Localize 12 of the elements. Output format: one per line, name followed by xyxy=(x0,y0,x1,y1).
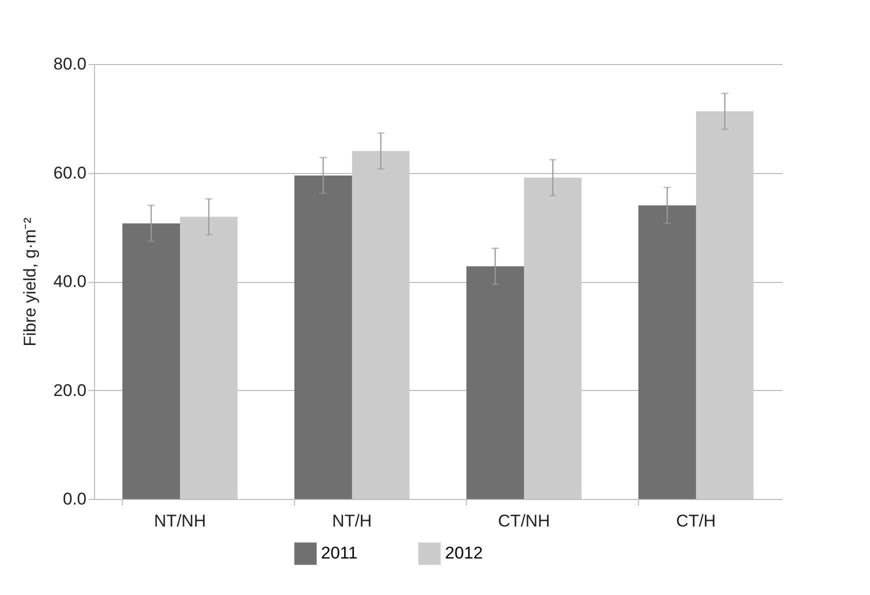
legend-label: 2012 xyxy=(445,544,483,563)
y-tick-label: 40.0 xyxy=(53,272,86,291)
x-tick-label: CT/NH xyxy=(498,512,550,530)
y-tick-label: 60.0 xyxy=(53,163,86,182)
y-tick-label: 80.0 xyxy=(53,54,86,74)
y-tick-label: 0.0 xyxy=(62,490,86,508)
y-axis-title: Fibre yield, g·m⁻² xyxy=(20,217,40,346)
x-tick-label: NT/H xyxy=(332,512,372,530)
x-tick-label: CT/H xyxy=(676,512,716,530)
y-tick-label: 20.0 xyxy=(53,380,86,400)
legend-label: 2011 xyxy=(321,544,358,563)
x-tick-label: NT/NH xyxy=(154,512,206,530)
